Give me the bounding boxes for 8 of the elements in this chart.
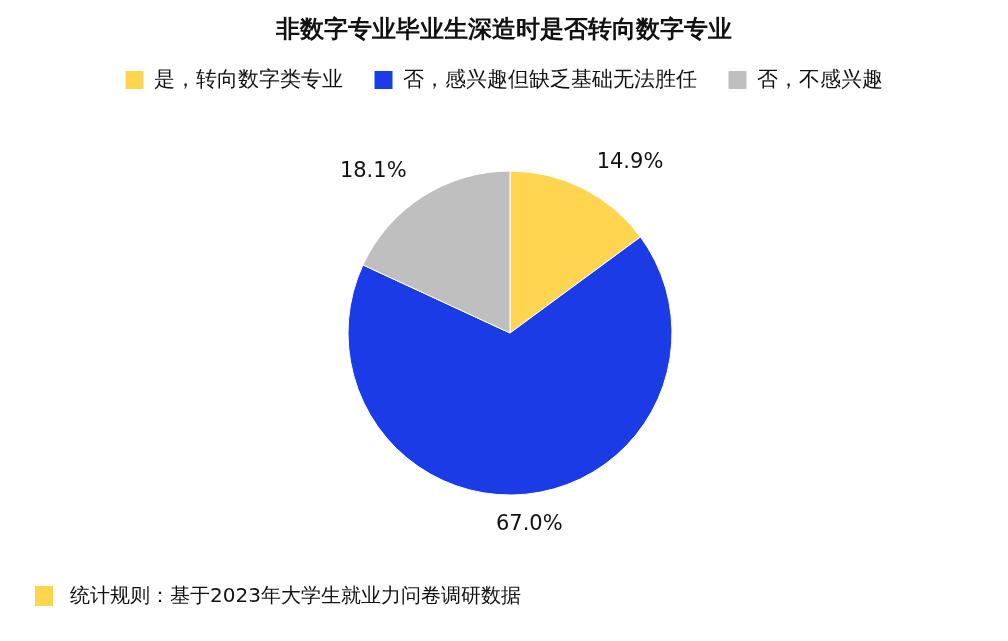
text: 统计规则：基于2023年大学生就业力问卷调研数据: [70, 582, 521, 607]
legend-label: 否，不感兴趣: [756, 67, 883, 91]
legend-label: 否，感兴趣但缺乏基础无法胜任: [402, 67, 697, 91]
data-label: 67.0%: [495, 511, 563, 536]
data-label: 14.9%: [596, 148, 664, 173]
legend-label: 是，转向数字类专业: [153, 67, 343, 91]
data-label: 18.1%: [339, 158, 407, 183]
chart-title: 非数字专业毕业生深造时是否转向数字专业: [275, 15, 732, 43]
